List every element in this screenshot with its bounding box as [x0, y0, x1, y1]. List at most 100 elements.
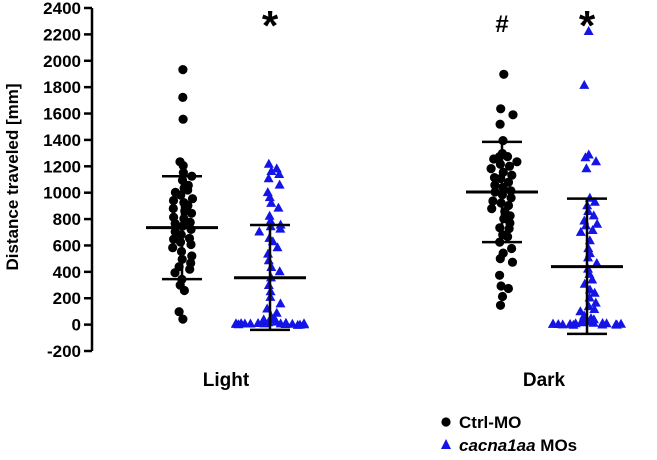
data-point: [280, 317, 291, 327]
data-point: [231, 318, 241, 328]
data-point: [565, 318, 576, 328]
y-tick-label: 2200: [43, 25, 81, 44]
data-point: [168, 243, 178, 253]
y-tick-label: 1800: [43, 78, 81, 97]
x-category-label: Dark: [523, 370, 566, 391]
data-point: [580, 152, 591, 162]
data-point: [506, 193, 516, 203]
data-point: [502, 152, 513, 162]
y-tick-label: 1200: [43, 157, 81, 176]
data-point: [264, 210, 275, 220]
data-point: [601, 318, 612, 328]
y-tick-label: 1600: [43, 105, 81, 124]
data-point: [262, 187, 273, 197]
data-point: [590, 297, 601, 307]
data-point: [583, 26, 594, 36]
x-category-label: Light: [203, 370, 250, 391]
y-tick-label: 0: [72, 316, 81, 335]
data-point: [265, 215, 276, 225]
data-point: [178, 161, 188, 171]
y-tick-label: 400: [53, 263, 81, 282]
y-tick-label: 800: [53, 210, 81, 229]
data-point: [168, 203, 178, 214]
data-point: [499, 69, 509, 79]
legend-label: cacna1aa MOs: [459, 436, 577, 455]
data-point: [495, 119, 505, 129]
data-point: [486, 164, 496, 174]
data-point: [273, 202, 284, 212]
data-point: [487, 204, 497, 214]
y-tick-label: 2000: [43, 52, 81, 71]
data-point: [274, 169, 285, 179]
data-point: [495, 254, 505, 264]
data-point: [170, 219, 180, 229]
legend-marker-triangle: [441, 439, 451, 449]
data-point: [592, 218, 603, 228]
data-point: [616, 318, 626, 328]
data-point: [503, 283, 513, 294]
legend: Ctrl-MO cacna1aa MOs: [441, 413, 577, 455]
category-labels: Light Dark: [203, 370, 566, 391]
data-point: [274, 179, 285, 189]
data-point: [504, 161, 515, 171]
data-point: [179, 285, 189, 296]
data-point: [186, 239, 196, 250]
data-point: [490, 180, 500, 190]
data-point: [589, 303, 600, 313]
data-point: [175, 237, 186, 247]
legend-label: Ctrl-MO: [459, 413, 521, 432]
data-point: [275, 298, 286, 308]
data-point: [489, 154, 499, 164]
data-point: [263, 173, 274, 183]
data-point: [168, 195, 179, 206]
data-point: [587, 274, 598, 284]
data-point: [581, 163, 592, 173]
data-point: [187, 194, 198, 204]
data-point: [274, 266, 285, 276]
data-point: [488, 196, 498, 206]
y-tick-label: 1000: [43, 184, 81, 203]
data-point: [507, 243, 517, 254]
y-tick-label: 600: [53, 236, 81, 255]
data-point: [272, 242, 283, 252]
data-point: [187, 251, 197, 261]
data-point: [497, 291, 508, 302]
y-tick-label: 2400: [43, 0, 81, 18]
data-point: [504, 224, 514, 234]
data-point: [178, 92, 188, 102]
data-point: [575, 226, 586, 236]
data-point: [271, 307, 282, 317]
data-point: [591, 258, 602, 268]
data-point: [178, 65, 188, 75]
data-points: [168, 26, 626, 329]
data-point: [174, 307, 184, 317]
data-point: [503, 232, 513, 242]
data-point: [169, 234, 179, 244]
data-point: [170, 268, 180, 278]
data-point: [275, 223, 286, 233]
data-point: [591, 156, 602, 166]
legend-marker-circle: [441, 417, 451, 427]
error-bars: [146, 140, 623, 336]
data-point: [588, 317, 599, 327]
data-point: [495, 300, 506, 310]
significance-marker: *: [579, 2, 596, 49]
data-point: [254, 226, 265, 236]
data-point: [589, 287, 600, 297]
data-point: [548, 318, 558, 328]
data-point: [512, 157, 522, 167]
data-point: [264, 192, 275, 202]
data-point: [266, 166, 277, 176]
y-tick-label: -200: [47, 342, 81, 361]
y-axis-label: Distance traveled [mm]: [3, 83, 22, 270]
y-tick-label: 200: [53, 289, 81, 308]
data-point: [587, 225, 598, 235]
significance-marker: #: [495, 11, 508, 38]
data-point: [508, 110, 518, 120]
data-point: [178, 314, 188, 324]
data-point: [185, 217, 195, 227]
data-point: [253, 317, 264, 327]
data-point: [186, 208, 197, 218]
data-point: [495, 159, 505, 169]
